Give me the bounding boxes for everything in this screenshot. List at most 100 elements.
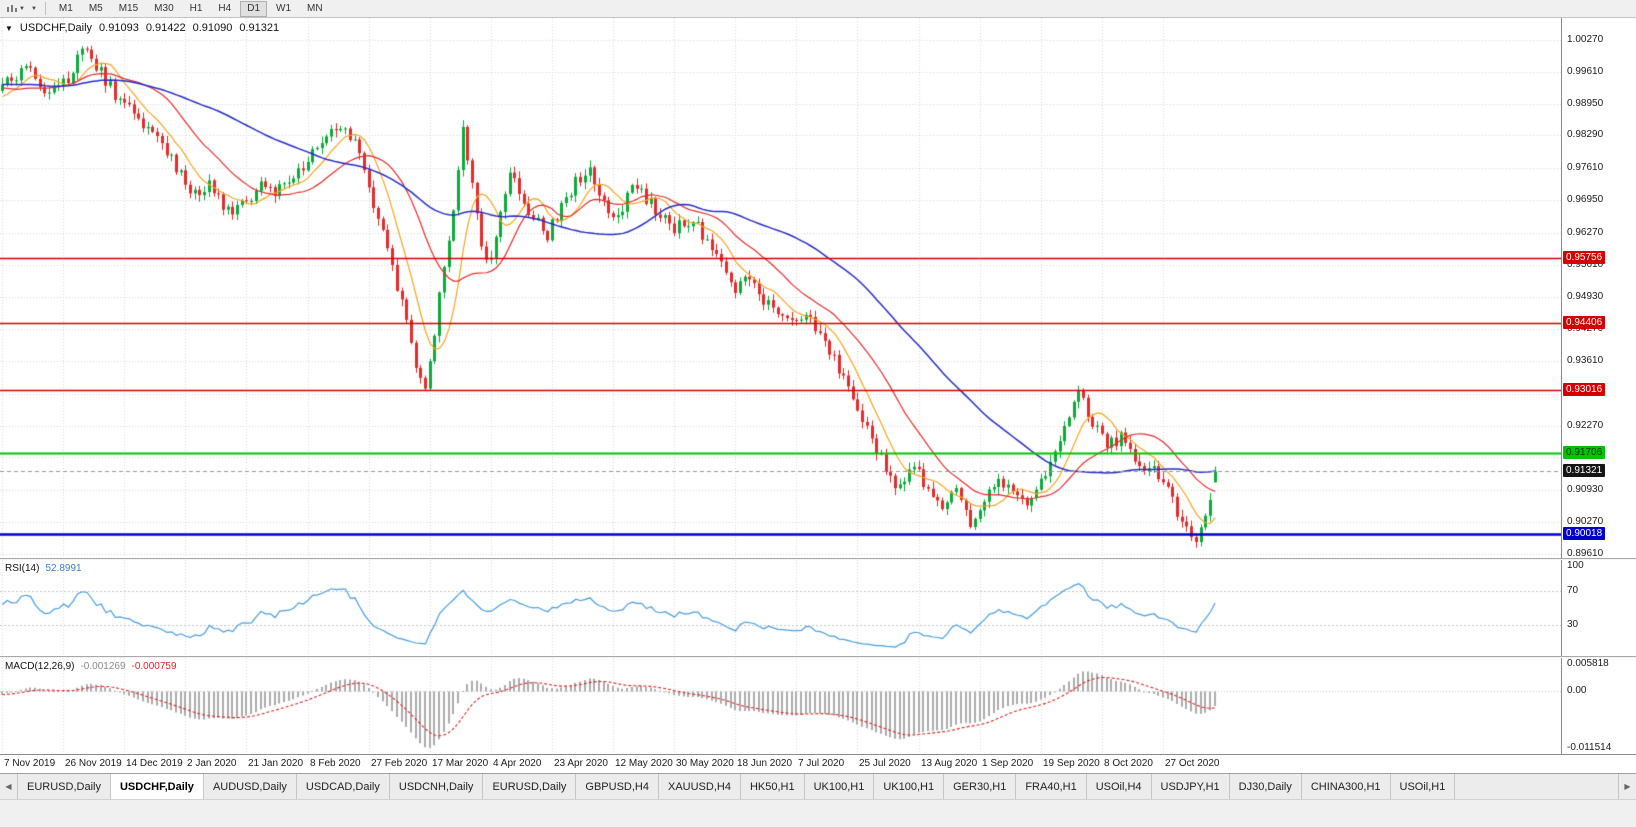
- price-axis-label: 0.96950: [1567, 194, 1604, 205]
- timeframe-button-m15[interactable]: M15: [118, 2, 139, 14]
- rsi-panel: RSI(14) 52.8991 100 70 30: [0, 560, 1636, 656]
- chart-tab-usdchf-daily[interactable]: USDCHF,Daily: [110, 774, 204, 799]
- chart-tab-ger30-h1[interactable]: GER30,H1: [944, 774, 1017, 799]
- chart-high-value: 0.91422: [145, 22, 186, 34]
- timeframe-button-m1[interactable]: M1: [58, 2, 73, 14]
- price-axis-label: 0.93610: [1567, 355, 1604, 366]
- timeframe-button-h4[interactable]: H4: [218, 2, 232, 14]
- chart-tab-eurusd-daily[interactable]: EURUSD,Daily: [18, 774, 111, 799]
- timeframe-bar: M1 M5 M15 M30 H1 H4 D1 W1 MN: [51, 0, 331, 17]
- date-axis-label: 27 Feb 2020: [371, 758, 428, 769]
- date-axis-label: 7 Nov 2019: [4, 758, 56, 769]
- date-axis-label: 23 Apr 2020: [554, 758, 608, 769]
- rsi-axis[interactable]: 100 70 30: [1561, 560, 1636, 656]
- date-axis-label: 7 Jul 2020: [798, 758, 845, 769]
- chart-tab-china300-h1[interactable]: CHINA300,H1: [1301, 774, 1391, 799]
- date-axis-label: 26 Nov 2019: [65, 758, 122, 769]
- price-level-tag: 0.93016: [1563, 382, 1606, 396]
- tabs-strip: EURUSD,Daily USDCHF,Daily AUDUSD,Daily USDC…: [18, 774, 1618, 799]
- price-panel: ▼ USDCHF,Daily 0.91093 0.91422 0.91090 0…: [0, 18, 1636, 558]
- chart-low-value: 0.91090: [192, 22, 233, 34]
- chart-tabbar: ◀ EURUSD,Daily USDCHF,Daily AUDUSD,Daily US…: [0, 773, 1636, 799]
- panel-splitter[interactable]: [0, 656, 1636, 658]
- toolbar: ▼ ▼ M1 M5 M15 M30 H1 H4 D1 W1 MN: [0, 0, 1636, 18]
- current-price-tag: 0.91321: [1563, 464, 1606, 478]
- chart-tab-xauusd-h4[interactable]: XAUUSD,H4: [658, 774, 741, 799]
- price-axis-label: 0.98950: [1567, 97, 1604, 109]
- date-axis-label: 4 Apr 2020: [493, 758, 542, 769]
- date-axis-label: 1 Sep 2020: [982, 758, 1034, 769]
- date-axis-label: 8 Feb 2020: [310, 758, 361, 769]
- price-axis-label: 0.94270: [1567, 323, 1604, 335]
- timeframe-button-h1[interactable]: H1: [189, 2, 203, 14]
- zoom-dropdown-button[interactable]: ▼: [28, 1, 40, 17]
- caret-down-icon: ▼: [19, 5, 25, 12]
- macd-main-value: -0.001269: [80, 661, 126, 672]
- macd-axis[interactable]: 0.005818 0.00 -0.011514: [1561, 658, 1636, 754]
- price-level-tag: 0.90018: [1563, 527, 1606, 541]
- chart-close-value: 0.91321: [239, 22, 280, 34]
- chart-tab-usdcad-daily[interactable]: USDCAD,Daily: [296, 774, 390, 799]
- chart-tab-fra40-h1[interactable]: FRA40,H1: [1016, 774, 1087, 799]
- price-axis-label: 0.92270: [1567, 419, 1604, 431]
- charts-dropdown-button[interactable]: ▼: [3, 1, 28, 17]
- panel-splitter[interactable]: [0, 558, 1636, 560]
- tabs-scroll-right-button[interactable]: ▶: [1618, 774, 1636, 799]
- price-axis[interactable]: 1.00270 0.99610 0.98950 0.98290 0.97610 0.969…: [1561, 18, 1636, 558]
- date-axis-label: 21 Jan 2020: [248, 758, 304, 769]
- rsi-label: RSI(14) 52.8991: [5, 563, 82, 574]
- price-axis-label: 0.94930: [1567, 291, 1604, 303]
- chart-tab-eurusd-daily[interactable]: EURUSD,Daily: [483, 774, 577, 799]
- chart-tab-uk100-h1[interactable]: UK100,H1: [874, 774, 945, 799]
- date-axis-label: 2 Jan 2020: [187, 758, 237, 769]
- chart-tab-usdjpy-h1[interactable]: USDJPY,H1: [1151, 774, 1230, 799]
- tabs-scroll-left-button[interactable]: ◀: [0, 774, 18, 799]
- price-level-tag: 0.94406: [1563, 315, 1606, 329]
- chart-tab-usoil-h1[interactable]: USOil,H1: [1390, 774, 1456, 799]
- price-axis-label: 0.97610: [1567, 162, 1604, 174]
- timeframe-button-m5[interactable]: M5: [88, 2, 103, 14]
- macd-name: MACD(12,26,9): [5, 661, 75, 672]
- price-axis-label: 0.90930: [1567, 484, 1604, 496]
- chart-tab-usoil-h4[interactable]: USOil,H4: [1086, 774, 1152, 799]
- chart-tab-audusd-daily[interactable]: AUDUSD,Daily: [203, 774, 297, 799]
- timeframe-button-mn[interactable]: MN: [307, 2, 323, 14]
- toolbar-separator: [44, 2, 46, 15]
- macd-signal-value: -0.000759: [131, 661, 177, 672]
- chart-tab-usdcnh-daily[interactable]: USDCNH,Daily: [389, 774, 484, 799]
- macd-panel: MACD(12,26,9) -0.001269 -0.000759 0.0058…: [0, 658, 1636, 754]
- chart-tab-hk50-h1[interactable]: HK50,H1: [740, 774, 805, 799]
- macd-axis-label: -0.011514: [1567, 742, 1612, 754]
- macd-label: MACD(12,26,9) -0.001269 -0.000759: [5, 661, 177, 672]
- caret-down-icon: ▼: [30, 5, 37, 12]
- date-axis[interactable]: 7 Nov 2019 26 Nov 2019 14 Dec 2019 2 Jan 20…: [0, 754, 1636, 773]
- rsi-axis-label: 100: [1567, 560, 1584, 571]
- candlestick-chart-icon: [7, 4, 17, 12]
- chart-tab-gbpusd-h4[interactable]: GBPUSD,H4: [576, 774, 659, 799]
- chart-tab-dj30-daily[interactable]: DJ30,Daily: [1229, 774, 1302, 799]
- price-level-tag: 0.95756: [1563, 250, 1606, 264]
- macd-canvas[interactable]: [0, 658, 1561, 754]
- date-axis-label: 19 Sep 2020: [1043, 758, 1100, 769]
- date-axis-label: 27 Oct 2020: [1165, 758, 1220, 769]
- timeframe-button-m30[interactable]: M30: [154, 2, 174, 14]
- price-axis-label: 0.96270: [1567, 226, 1604, 238]
- timeframe-button-d1[interactable]: D1: [240, 0, 268, 17]
- date-axis-label: 25 Jul 2020: [859, 758, 911, 769]
- price-axis-label: 0.90270: [1567, 515, 1604, 527]
- main-chart-canvas[interactable]: [0, 18, 1561, 558]
- status-bar: [0, 799, 1636, 827]
- rsi-canvas[interactable]: [0, 560, 1561, 656]
- timeframe-button-w1[interactable]: W1: [276, 2, 292, 14]
- chart-symbol-label: USDCHF,Daily: [19, 22, 93, 34]
- price-axis-label: 1.00270: [1567, 33, 1604, 45]
- date-axis-label: 14 Dec 2019: [126, 758, 183, 769]
- price-axis-label: 0.98290: [1567, 129, 1604, 141]
- macd-axis-label: 0.00: [1567, 685, 1587, 697]
- rsi-name: RSI(14): [5, 563, 40, 574]
- chart-tab-uk100-h1[interactable]: UK100,H1: [804, 774, 875, 799]
- macd-axis-label: 0.005818: [1567, 658, 1609, 669]
- chart-dropdown-icon[interactable]: ▼: [5, 23, 13, 33]
- date-axis-label: 30 May 2020: [676, 758, 734, 769]
